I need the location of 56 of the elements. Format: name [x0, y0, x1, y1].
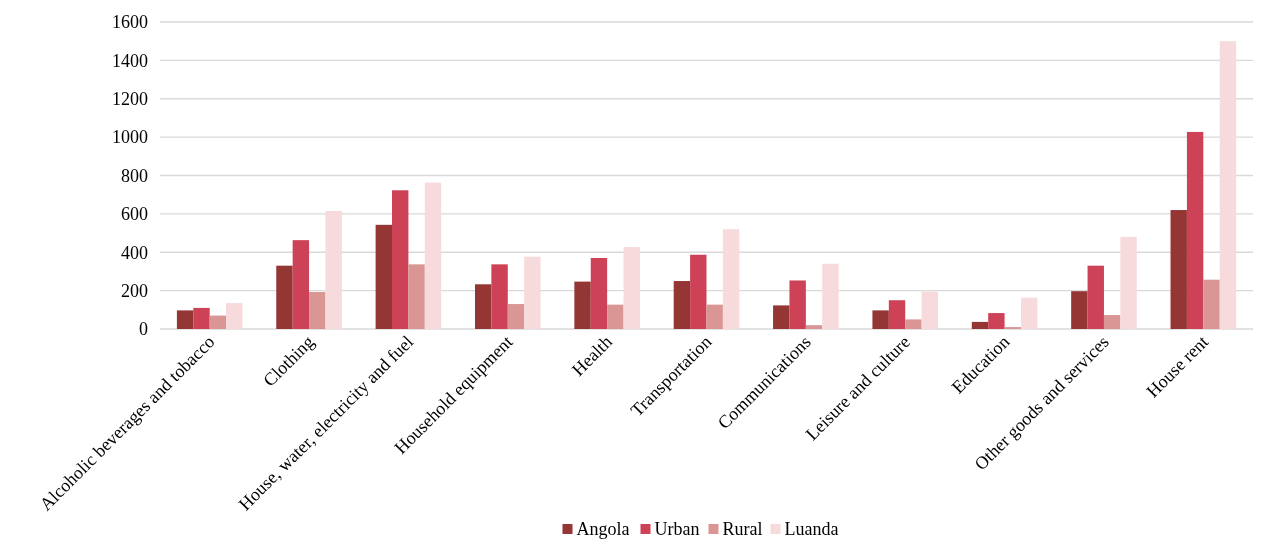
y-tick-label: 1000 — [112, 127, 148, 148]
bar — [309, 291, 326, 329]
bar — [193, 307, 210, 329]
bar — [491, 264, 508, 329]
bar — [1120, 236, 1137, 329]
bar — [292, 240, 310, 329]
y-tick-label: 1600 — [112, 12, 148, 33]
bar — [988, 313, 1005, 329]
bar — [722, 229, 740, 329]
bar — [176, 310, 194, 329]
bar — [623, 247, 640, 329]
bar — [773, 305, 790, 329]
bar — [872, 310, 889, 329]
legend-label: Angola — [576, 519, 630, 539]
bar — [424, 182, 442, 329]
bar — [474, 284, 492, 329]
y-tick-label: 800 — [121, 165, 148, 186]
bar — [507, 304, 525, 329]
bar — [1203, 279, 1220, 329]
bar — [392, 190, 409, 329]
bar — [524, 256, 541, 329]
bar — [574, 281, 591, 329]
bar — [921, 291, 939, 329]
y-tick-label: 200 — [121, 280, 148, 301]
bar — [822, 263, 839, 329]
legend-label: Luanda — [784, 519, 839, 539]
bar — [226, 303, 243, 329]
bar — [590, 258, 608, 329]
bar — [375, 224, 393, 329]
bar — [706, 304, 723, 329]
bar — [325, 211, 342, 329]
y-tick-label: 400 — [121, 242, 148, 263]
bar — [276, 265, 293, 329]
y-tick-label: 1200 — [112, 89, 148, 110]
y-tick-label: 0 — [139, 319, 148, 340]
bar — [1071, 291, 1088, 329]
bar — [690, 254, 707, 329]
bar — [673, 281, 691, 329]
bar — [1186, 131, 1204, 329]
bar — [1219, 41, 1237, 329]
y-tick-label: 600 — [121, 204, 148, 225]
bar — [1103, 314, 1121, 329]
y-tick-label: 1400 — [112, 50, 148, 71]
legend-label: Rural — [722, 519, 763, 539]
bar — [971, 321, 989, 329]
bar — [805, 325, 823, 329]
bar — [1170, 210, 1187, 329]
bar — [1020, 297, 1038, 329]
bar — [209, 315, 227, 329]
bar — [888, 300, 906, 329]
bar — [905, 319, 922, 329]
legend-label: Urban — [654, 519, 700, 539]
bar — [789, 280, 806, 329]
bar — [607, 304, 624, 329]
bar — [408, 264, 425, 329]
bar — [1087, 265, 1104, 329]
